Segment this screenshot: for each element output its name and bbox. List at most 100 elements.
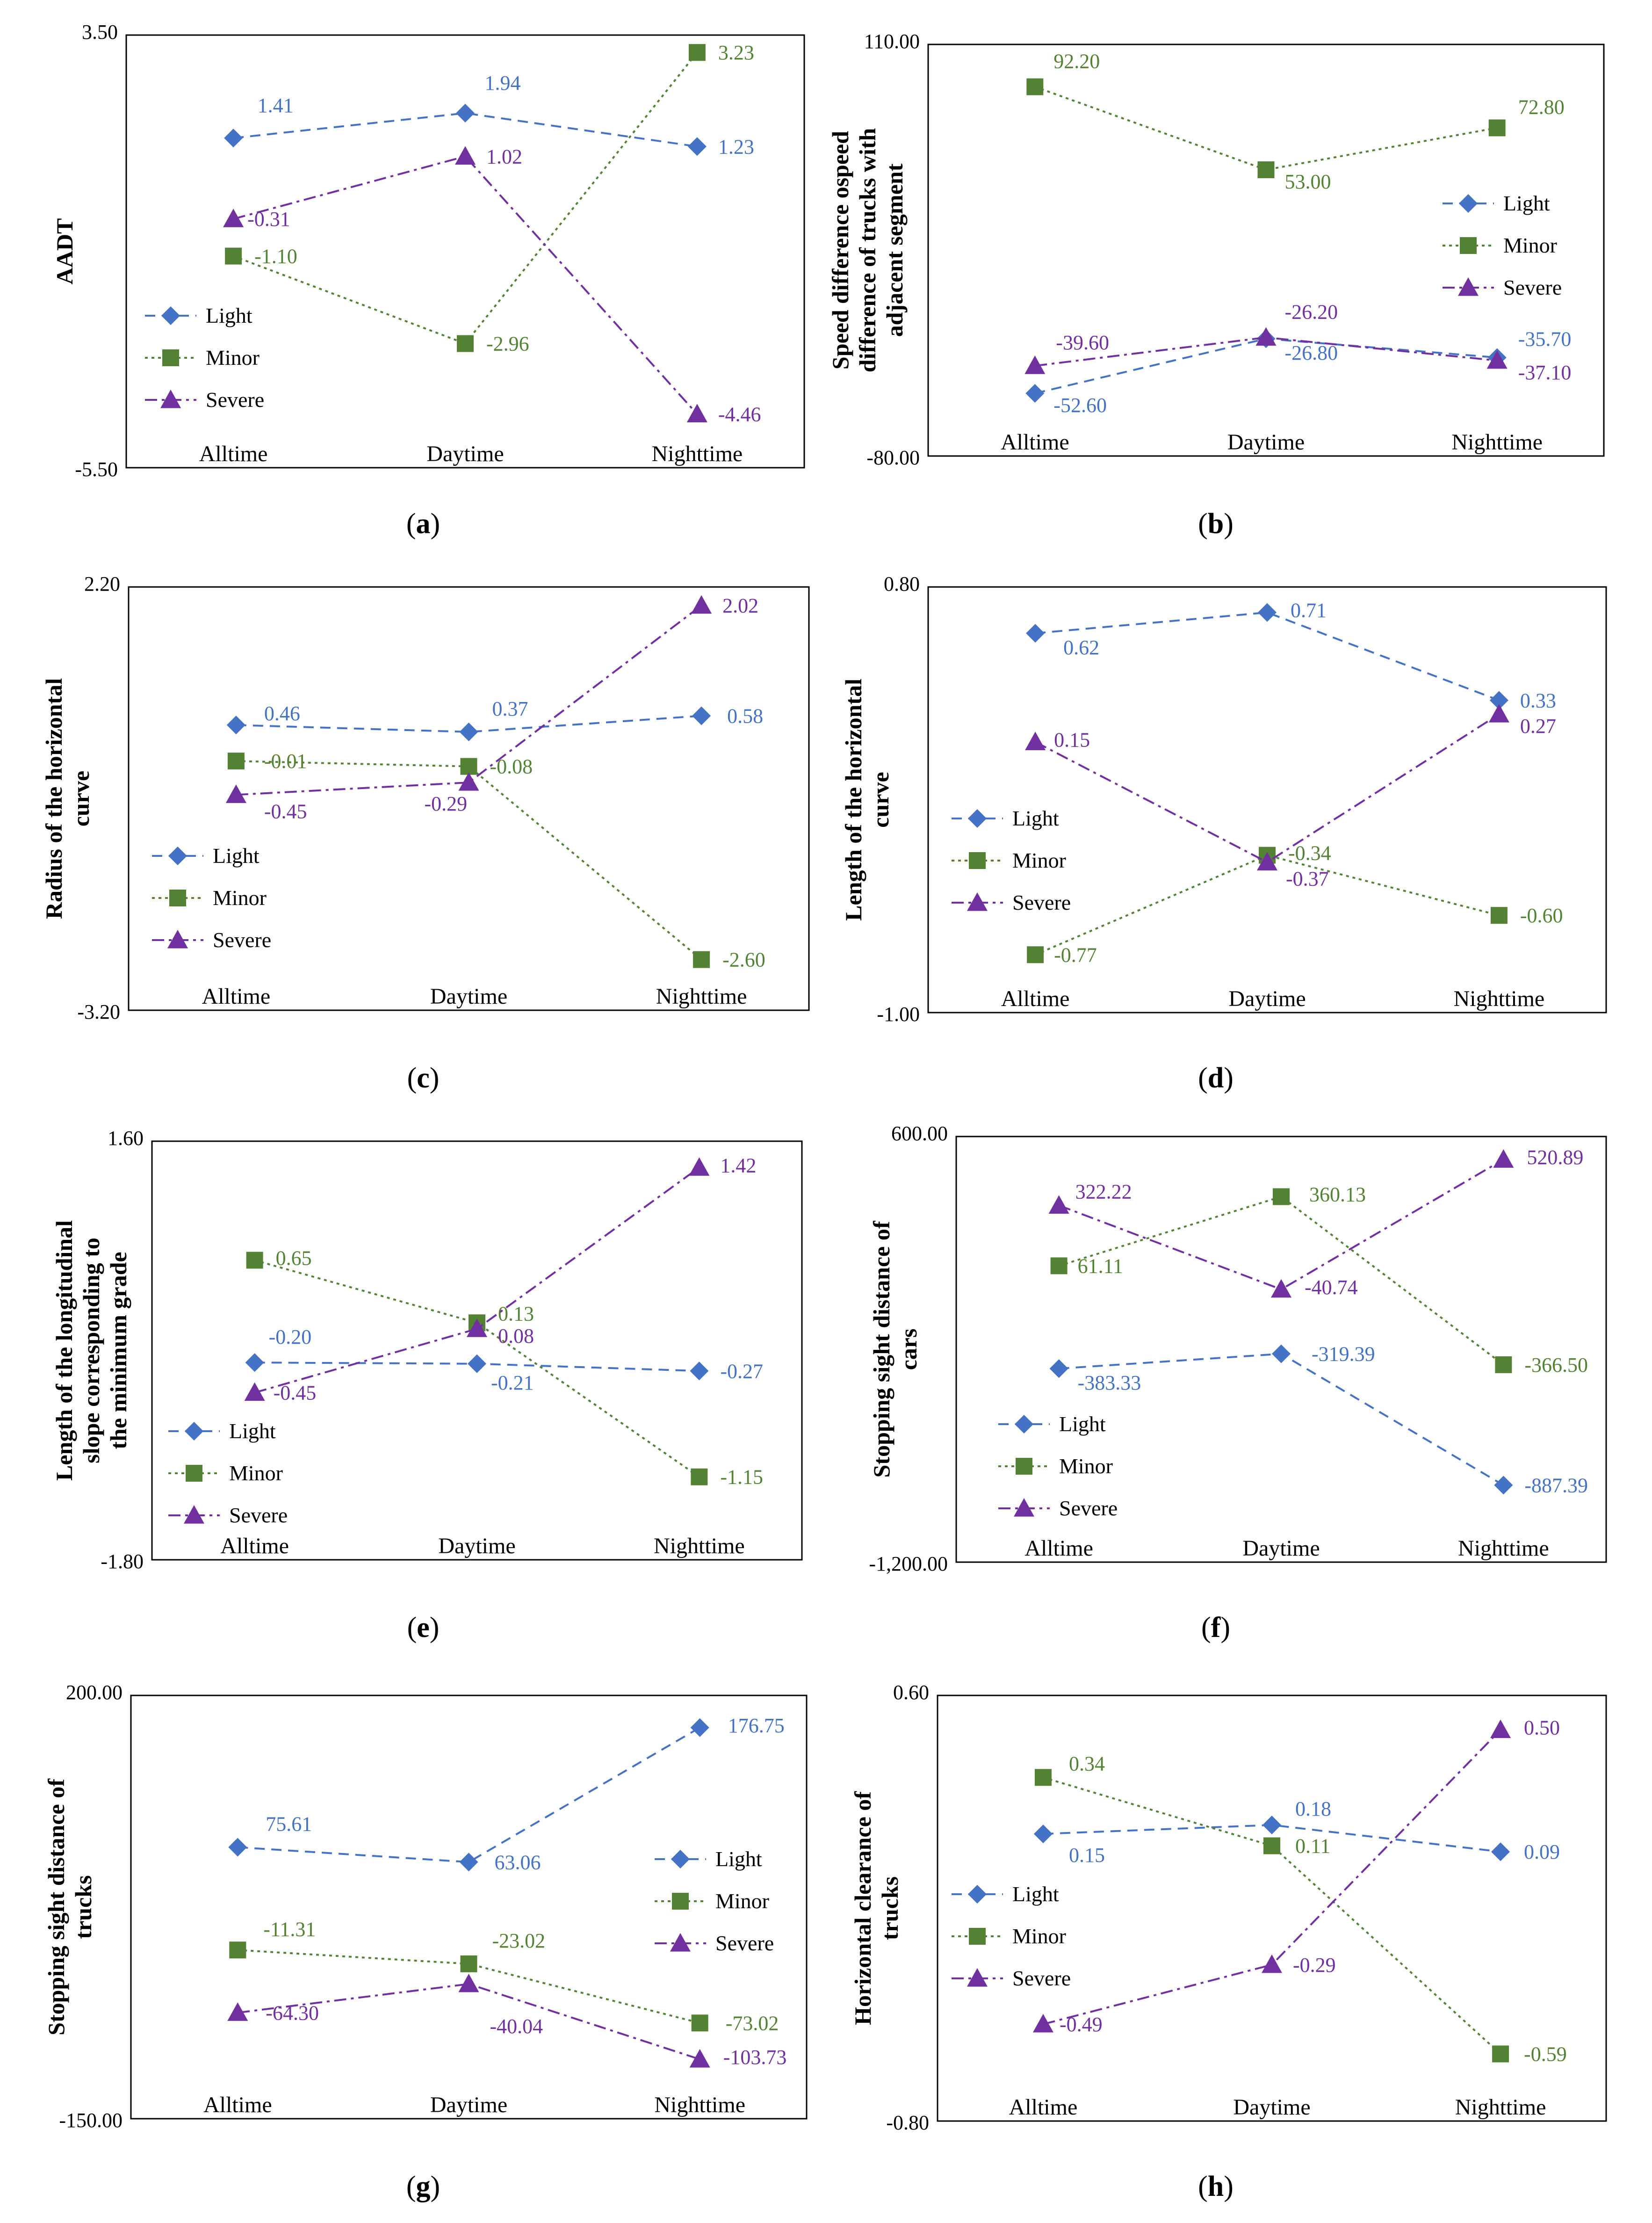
data-label-severe: 322.22 xyxy=(1075,1180,1132,1203)
series-line-minor xyxy=(233,51,698,345)
data-point-light xyxy=(456,103,475,123)
series-line-severe xyxy=(254,1166,700,1394)
data-point-severe xyxy=(1024,355,1046,374)
data-label-minor: 0.11 xyxy=(1295,1835,1330,1858)
x-category-label: Alltime xyxy=(1009,2095,1078,2120)
legend-marker-light xyxy=(185,1422,203,1441)
x-category-label: Alltime xyxy=(1001,430,1069,455)
data-label-light: 1.94 xyxy=(485,72,521,94)
data-point-severe xyxy=(1262,1954,1282,1973)
data-label-light: -0.27 xyxy=(720,1360,763,1383)
x-category-label: Nighttime xyxy=(654,1534,745,1558)
data-point-light xyxy=(1272,1344,1291,1363)
data-point-light xyxy=(690,1718,709,1737)
data-point-light xyxy=(226,716,245,735)
data-label-minor: -73.02 xyxy=(726,2012,779,2035)
x-category-label: Daytime xyxy=(426,442,504,466)
data-point-severe xyxy=(1488,704,1509,723)
data-label-minor: -366.50 xyxy=(1524,1354,1588,1376)
data-label-light: -26.80 xyxy=(1285,341,1338,364)
x-category-label: Nighttime xyxy=(656,984,747,1009)
data-point-minor xyxy=(1495,1356,1512,1373)
legend-label-light: Light xyxy=(715,1847,762,1871)
y-axis-min-label: -1,200.00 xyxy=(869,1552,948,1575)
data-point-light xyxy=(224,129,243,148)
plot-frame xyxy=(937,1694,1607,2122)
y-axis-title-line: Horizontal clearance of xyxy=(850,1791,876,2025)
chart-panel-b: 110.00 -80.00 Speed difference ospeeddiffe… xyxy=(827,30,1605,540)
y-axis-title-line: Length of the horizontal xyxy=(840,679,866,921)
series-line-light xyxy=(236,715,702,733)
y-axis-max-label: 2.20 xyxy=(84,572,120,595)
data-point-light xyxy=(1258,603,1277,622)
data-label-minor: -0.08 xyxy=(490,755,533,778)
series-line-severe xyxy=(1035,713,1500,863)
legend-label-minor: Minor xyxy=(1012,848,1066,872)
legend-label-minor: Minor xyxy=(715,1889,769,1913)
x-category-label: Alltime xyxy=(203,2093,272,2117)
legend-label-minor: Minor xyxy=(213,886,267,910)
panel-caption-letter: d xyxy=(1208,1062,1224,1094)
data-point-minor xyxy=(229,1941,246,1959)
data-label-minor: 0.34 xyxy=(1069,1752,1105,1775)
data-point-minor xyxy=(225,247,242,265)
y-axis-title-line: trucks xyxy=(70,1875,96,1939)
panel-caption: (d) xyxy=(1198,1062,1234,1094)
legend-marker-minor xyxy=(186,1465,202,1482)
data-point-severe xyxy=(227,2002,248,2021)
data-point-minor xyxy=(691,2014,708,2032)
y-axis-title: Speed difference ospeeddifference of tru… xyxy=(827,128,908,373)
panel-caption-letter: e xyxy=(417,1612,430,1644)
y-axis-title-line: trucks xyxy=(877,1876,903,1940)
y-axis-min-label: -0.80 xyxy=(886,2111,929,2134)
data-point-minor xyxy=(1027,946,1044,963)
legend-label-light: Light xyxy=(1012,806,1059,830)
data-label-minor: 72.80 xyxy=(1518,95,1565,118)
data-label-severe: -0.29 xyxy=(1293,1954,1336,1977)
series-line-severe xyxy=(238,1983,700,2060)
data-label-minor: 360.13 xyxy=(1309,1183,1366,1206)
data-label-minor: -2.60 xyxy=(722,949,765,971)
data-label-minor: -0.77 xyxy=(1054,943,1097,966)
data-label-light: -52.60 xyxy=(1053,394,1107,417)
y-axis-title: Length of the horizontalcurve xyxy=(840,679,894,921)
legend-marker-light xyxy=(168,847,187,865)
data-label-light: -0.21 xyxy=(491,1371,534,1394)
data-point-minor xyxy=(1488,119,1506,137)
legend-label-light: Light xyxy=(1503,191,1550,215)
data-point-minor xyxy=(1026,78,1044,95)
data-point-light xyxy=(1489,691,1508,710)
legend-label-severe: Severe xyxy=(715,1931,774,1955)
y-axis-title: Stopping sight distance oftrucks xyxy=(43,1778,96,2035)
data-label-light: 0.37 xyxy=(492,697,528,720)
data-point-minor xyxy=(1490,907,1508,924)
data-label-minor: 3.23 xyxy=(718,41,754,64)
y-axis-title-line: curve xyxy=(867,772,894,827)
legend-label-severe: Severe xyxy=(206,388,264,412)
plot-frame xyxy=(128,586,810,1011)
legend-label-severe: Severe xyxy=(213,928,271,952)
y-axis-max-label: 1.60 xyxy=(108,1127,144,1150)
data-point-minor xyxy=(1257,161,1275,178)
y-axis-max-label: 0.60 xyxy=(893,1681,929,1704)
data-point-severe xyxy=(1486,350,1508,369)
data-label-minor: -2.96 xyxy=(486,333,529,355)
data-label-severe: -0.29 xyxy=(425,792,468,815)
data-point-minor xyxy=(460,758,477,775)
chart-panel-f: 600.00 -1,200.00 Stopping sight distance o… xyxy=(868,1122,1607,1644)
data-label-light: -383.33 xyxy=(1078,1371,1141,1394)
legend-marker-severe xyxy=(160,390,181,408)
data-label-light: 1.23 xyxy=(718,135,754,158)
x-category-label: Nighttime xyxy=(1451,430,1543,455)
data-point-light xyxy=(1491,1842,1510,1861)
data-point-minor xyxy=(246,1252,263,1269)
y-axis-max-label: 600.00 xyxy=(891,1122,948,1145)
legend-label-severe: Severe xyxy=(1059,1496,1118,1520)
data-label-minor: 0.65 xyxy=(276,1246,312,1269)
data-point-severe xyxy=(1493,1149,1514,1168)
panel-caption-letter: f xyxy=(1211,1612,1221,1644)
x-category-label: Alltime xyxy=(1001,986,1070,1011)
data-point-minor xyxy=(1050,1257,1068,1274)
data-point-light xyxy=(459,1853,478,1872)
